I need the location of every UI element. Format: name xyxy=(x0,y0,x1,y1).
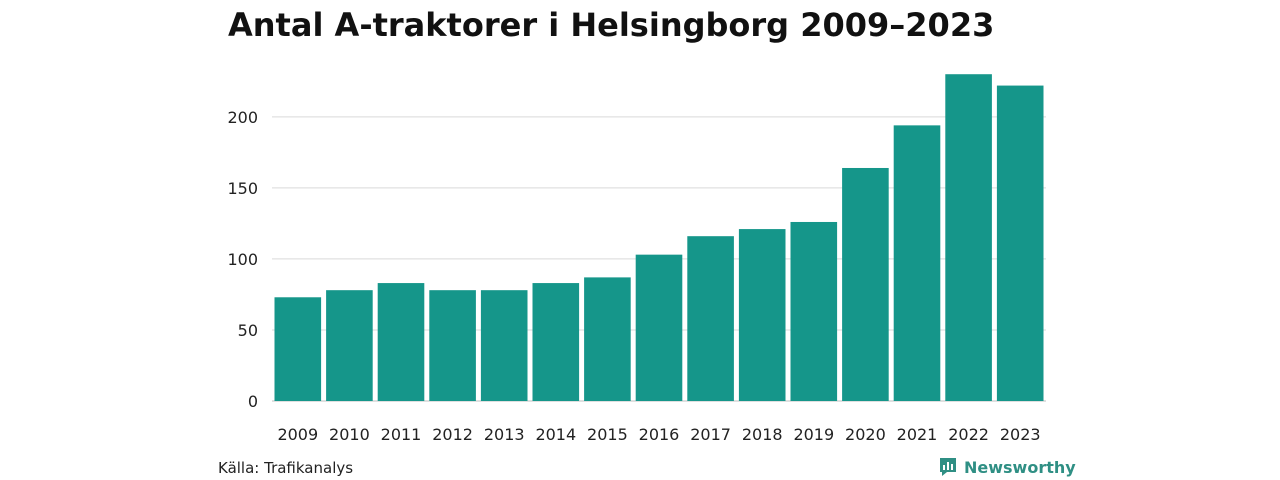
x-tick-label: 2021 xyxy=(897,425,938,444)
x-tick-label: 2011 xyxy=(381,425,422,444)
bars xyxy=(274,74,1044,401)
brand-logo: Newsworthy xyxy=(938,456,1076,478)
bar-2018 xyxy=(738,229,786,401)
bar-2013 xyxy=(480,290,528,401)
x-tick-label: 2022 xyxy=(948,425,989,444)
x-tick-label: 2013 xyxy=(484,425,525,444)
bar-2023 xyxy=(996,85,1044,401)
y-tick-label: 100 xyxy=(227,250,258,269)
y-tick-label: 200 xyxy=(227,108,258,127)
x-tick-label: 2012 xyxy=(432,425,473,444)
bar-2014 xyxy=(532,283,580,401)
bar-2010 xyxy=(326,290,373,401)
x-tick-label: 2017 xyxy=(690,425,731,444)
y-tick-label: 150 xyxy=(227,179,258,198)
bar-2011 xyxy=(377,283,425,401)
x-tick-label: 2014 xyxy=(535,425,576,444)
bar-2015 xyxy=(584,277,631,401)
bar-2020 xyxy=(842,167,889,401)
y-tick-label: 50 xyxy=(238,321,258,340)
bar-2017 xyxy=(687,236,734,401)
y-tick-label: 0 xyxy=(248,392,258,411)
x-tick-label: 2019 xyxy=(793,425,834,444)
x-tick-label: 2020 xyxy=(845,425,886,444)
x-tick-label: 2015 xyxy=(587,425,628,444)
x-axis: 2009 2010 2011 2012 2013 2014 2015 2016 2017 2018… xyxy=(277,425,1040,444)
bar-2022 xyxy=(945,74,992,401)
source-note: Källa: Trafikanalys xyxy=(218,459,354,477)
x-tick-label: 2018 xyxy=(742,425,783,444)
brand-name: Newsworthy xyxy=(964,457,1076,477)
bar-2019 xyxy=(790,221,838,401)
bar-2016 xyxy=(635,254,683,401)
x-tick-label: 2016 xyxy=(639,425,680,444)
x-tick-label: 2023 xyxy=(1000,425,1041,444)
newsworthy-logo-icon xyxy=(940,458,956,476)
chart-title: Antal A-traktorer i Helsingborg 2009–202… xyxy=(228,6,995,44)
bar-2009 xyxy=(274,297,322,401)
x-tick-label: 2010 xyxy=(329,425,370,444)
bar-2021 xyxy=(893,125,941,401)
bar-2012 xyxy=(429,290,476,401)
x-tick-label: 2009 xyxy=(277,425,318,444)
y-axis: 0 50 100 150 200 xyxy=(227,108,258,411)
